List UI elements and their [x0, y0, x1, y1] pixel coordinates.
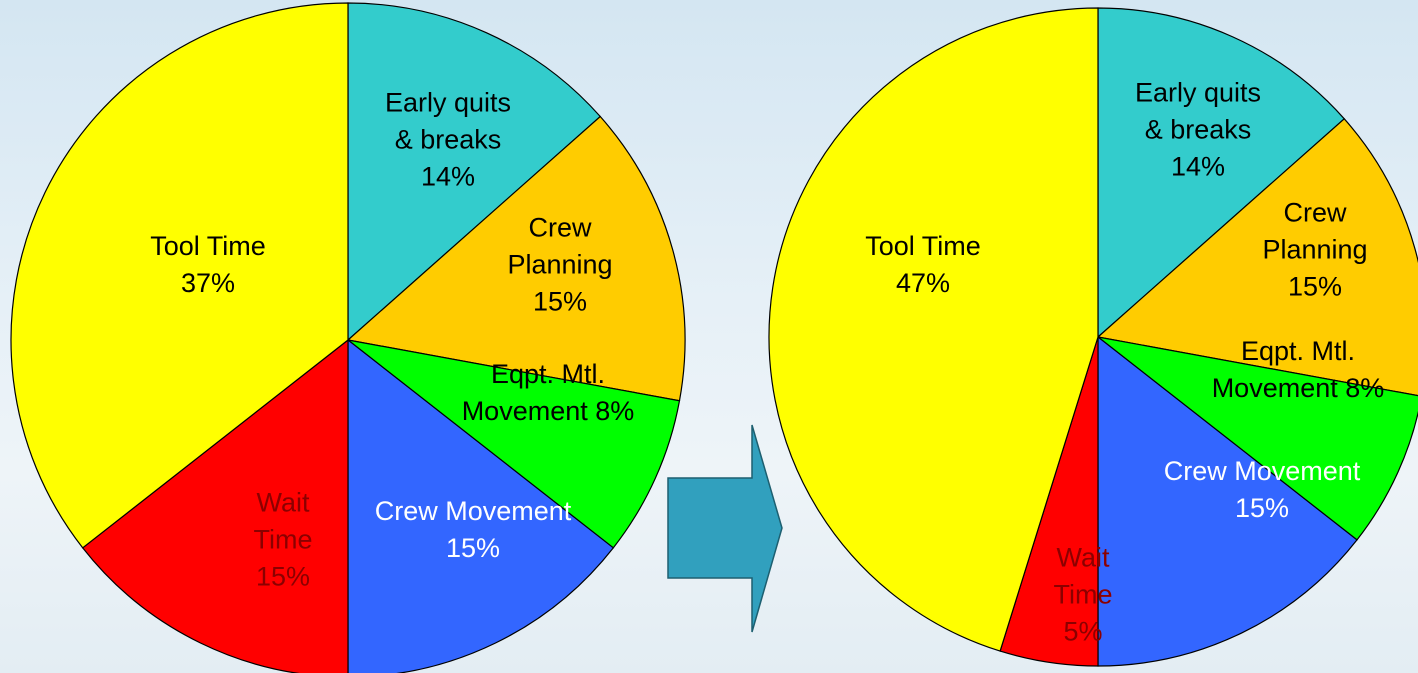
value-label: 8% — [1345, 373, 1385, 403]
value-label: 14% — [1170, 151, 1226, 182]
value-label: 15% — [1234, 493, 1290, 523]
category-label: Eqpt. Mtl. Movement — [1211, 336, 1356, 403]
pie-slice — [347, 338, 615, 673]
category-label: Tool Time — [865, 231, 981, 261]
pie-slice — [1097, 7, 1346, 339]
slice-label: Early quits & breaks 14% — [1113, 75, 1283, 186]
slice-label: Eqpt. Mtl. Movement 8% — [423, 356, 673, 430]
slice-label: Crew Planning 15% — [1245, 195, 1385, 306]
category-label: Crew Movement — [374, 496, 572, 526]
category-label: Crew Planning — [507, 212, 613, 280]
category-label: Crew Movement — [1163, 456, 1361, 486]
value-label: 15% — [532, 286, 588, 317]
category-label: Eqpt. Mtl. Movement — [461, 359, 606, 426]
pie-slice — [10, 2, 349, 549]
category-label: Wait Time — [253, 487, 313, 555]
value-label: 8% — [595, 396, 635, 426]
slice-label: Tool Time 47% — [823, 228, 1023, 302]
pie-slice — [81, 338, 349, 673]
category-label: Early quits & breaks — [1134, 77, 1262, 145]
value-label: 37% — [180, 268, 236, 298]
value-label: 47% — [895, 268, 951, 298]
slice-label: Crew Movement 15% — [1162, 453, 1362, 527]
slice-label: Tool Time 37% — [108, 228, 308, 302]
category-label: Early quits & breaks — [384, 87, 512, 155]
pie-slice — [347, 339, 681, 549]
value-label: 14% — [420, 161, 476, 192]
slice-label: Wait Time 5% — [1038, 540, 1128, 651]
slice-label: Wait Time 15% — [238, 485, 328, 596]
category-label: Crew Planning — [1262, 197, 1368, 265]
value-label: 15% — [255, 561, 311, 592]
pie-slice — [768, 7, 1099, 652]
slice-label: Eqpt. Mtl. Movement 8% — [1173, 333, 1418, 407]
category-label: Wait Time — [1053, 542, 1113, 610]
pie-slice — [347, 2, 602, 342]
category-label: Tool Time — [150, 231, 266, 261]
value-label: 15% — [445, 533, 501, 563]
pie-slice — [346, 115, 686, 402]
slice-label: Early quits & breaks 14% — [363, 85, 533, 196]
pie-slice — [1096, 117, 1418, 397]
value-label: 5% — [1063, 616, 1103, 647]
slice-label: Crew Movement 15% — [373, 493, 573, 567]
arrow — [667, 424, 783, 633]
pie-slice — [1097, 335, 1358, 667]
slice-label: Crew Planning 15% — [490, 210, 630, 321]
value-label: 15% — [1287, 271, 1343, 302]
pie-slice — [1097, 336, 1418, 541]
